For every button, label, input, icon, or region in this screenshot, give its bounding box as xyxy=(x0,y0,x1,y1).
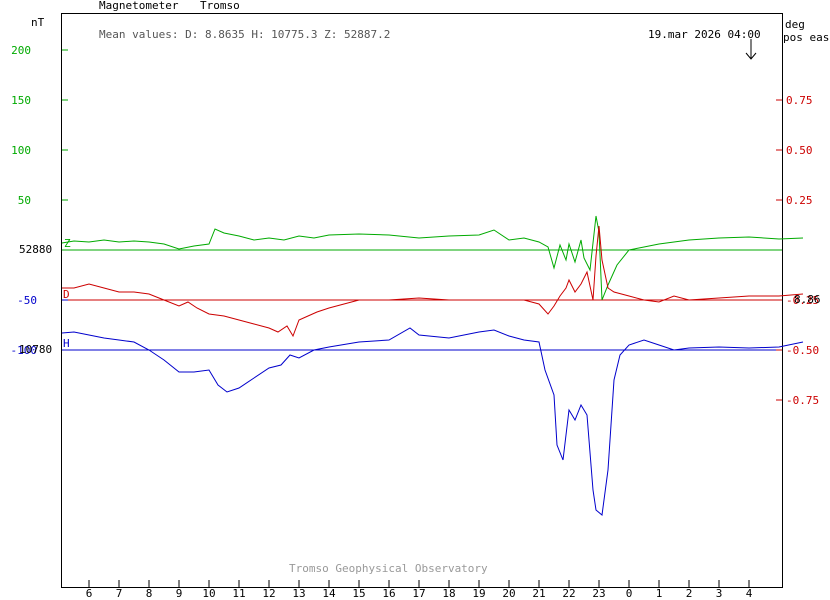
instrument-title: Magnetometer xyxy=(99,0,179,12)
x-tick-label: 14 xyxy=(322,587,336,600)
time-marker-arrow-icon xyxy=(745,39,757,60)
series-line-d xyxy=(62,225,804,338)
right-unit-sublabel: pos east xyxy=(783,31,830,44)
right-tick-label: 0.25 xyxy=(786,194,813,207)
x-axis-ticks: 6 7 8 9 10 11 12 13 14 15 16 17 18 19 20 21 22 23 0 1 2 3 4 xyxy=(86,580,753,600)
z-baseline-label: 52880 xyxy=(19,243,53,256)
x-tick-label: 7 xyxy=(116,587,123,600)
right-tick-label: -0.50 xyxy=(786,344,819,357)
x-tick-label: 2 xyxy=(686,587,693,600)
series-line-z xyxy=(61,215,804,301)
right-tick-label: 0.75 xyxy=(786,94,813,107)
left-axis-ticks: 200 150 100 50 -50 -100 xyxy=(11,44,68,357)
left-tick-label: 100 xyxy=(11,144,31,157)
x-tick-label: 4 xyxy=(746,587,753,600)
series-label-d: D xyxy=(63,288,70,301)
x-tick-label: 11 xyxy=(232,587,245,600)
x-tick-label: 6 xyxy=(86,587,93,600)
series-traces xyxy=(61,215,804,516)
series-label-z: Z xyxy=(64,237,71,250)
left-unit-label: nT xyxy=(31,16,45,29)
right-tick-label: -0.75 xyxy=(786,394,819,407)
x-tick-label: 23 xyxy=(592,587,605,600)
station-title: Tromso xyxy=(200,0,240,12)
x-tick-label: 10 xyxy=(202,587,215,600)
right-tick-label: -0.25 xyxy=(786,294,819,307)
left-tick-label: -50 xyxy=(17,294,37,307)
x-tick-label: 13 xyxy=(292,587,305,600)
left-tick-label: 50 xyxy=(18,194,31,207)
baseline-lines xyxy=(62,249,782,351)
mean-values-text: Mean values: D: 8.8635 H: 10775.3 Z: 528… xyxy=(99,28,391,41)
x-tick-label: 3 xyxy=(716,587,723,600)
x-tick-label: 20 xyxy=(502,587,515,600)
left-tick-label: 150 xyxy=(11,94,31,107)
right-axis-ticks: 0.75 0.50 0.25 -0.25 -0.50 -0.75 xyxy=(776,94,819,407)
x-tick-label: 15 xyxy=(352,587,365,600)
x-tick-label: 19 xyxy=(472,587,485,600)
x-tick-label: 18 xyxy=(442,587,455,600)
series-line-h xyxy=(61,327,804,516)
right-unit-label: deg xyxy=(785,18,805,31)
x-tick-label: 8 xyxy=(146,587,153,600)
d-baseline-label: 8.86 xyxy=(794,293,821,306)
observatory-watermark: Tromso Geophysical Observatory xyxy=(289,562,488,575)
timestamp-label: 19.mar 2026 04:00 xyxy=(648,28,761,41)
x-tick-label: 0 xyxy=(626,587,633,600)
h-baseline-label: 10780 xyxy=(19,343,53,356)
x-tick-label: 16 xyxy=(382,587,395,600)
x-tick-label: 9 xyxy=(176,587,183,600)
right-tick-label: 0.50 xyxy=(786,144,813,157)
left-tick-label: 200 xyxy=(11,44,31,57)
x-tick-label: 21 xyxy=(532,587,545,600)
left-tick-label: -100 xyxy=(11,344,38,357)
series-label-h: H xyxy=(63,337,70,350)
x-tick-label: 22 xyxy=(562,587,575,600)
x-tick-label: 12 xyxy=(262,587,275,600)
x-tick-label: 17 xyxy=(412,587,425,600)
x-tick-label: 1 xyxy=(656,587,663,600)
